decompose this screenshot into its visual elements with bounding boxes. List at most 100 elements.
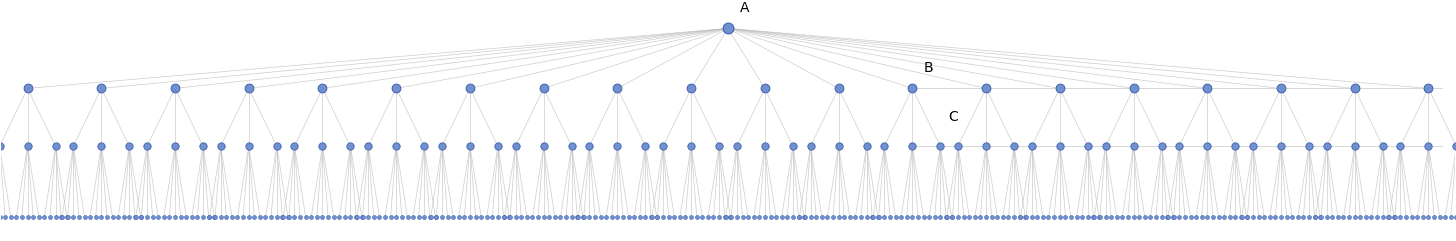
Point — [277, 215, 300, 219]
Point — [1291, 215, 1315, 219]
Point — [50, 215, 73, 219]
Point — [759, 215, 782, 219]
Point — [90, 144, 114, 148]
Point — [210, 215, 233, 219]
Point — [680, 144, 703, 148]
Point — [1401, 215, 1424, 219]
Point — [794, 215, 817, 219]
Point — [527, 215, 550, 219]
Point — [974, 215, 997, 219]
Point — [1054, 215, 1077, 219]
Point — [872, 144, 895, 148]
Point — [51, 215, 74, 219]
Point — [402, 215, 425, 219]
Point — [782, 215, 805, 219]
Point — [1002, 215, 1025, 219]
Point — [895, 215, 919, 219]
Point — [1411, 215, 1434, 219]
Point — [124, 215, 147, 219]
Point — [1195, 215, 1219, 219]
Point — [186, 215, 210, 219]
Point — [1321, 215, 1344, 219]
Point — [424, 215, 447, 219]
Point — [1395, 215, 1418, 219]
Point — [1099, 215, 1123, 219]
Point — [44, 215, 67, 219]
Point — [124, 215, 147, 219]
Point — [28, 215, 51, 219]
Point — [906, 215, 929, 219]
Point — [135, 144, 159, 148]
Point — [55, 215, 79, 219]
Point — [419, 215, 443, 219]
Point — [1270, 87, 1293, 90]
Point — [799, 144, 823, 148]
Point — [1434, 215, 1456, 219]
Point — [1309, 215, 1332, 219]
Point — [1382, 215, 1405, 219]
Point — [1405, 215, 1428, 219]
Point — [510, 215, 533, 219]
Point — [923, 215, 946, 219]
Point — [821, 215, 844, 219]
Point — [708, 144, 731, 148]
Point — [696, 215, 719, 219]
Point — [1236, 215, 1259, 219]
Point — [363, 215, 386, 219]
Point — [600, 215, 623, 219]
Point — [531, 215, 555, 219]
Point — [866, 215, 890, 219]
Point — [1275, 215, 1299, 219]
Point — [282, 144, 306, 148]
Point — [464, 215, 488, 219]
Point — [753, 215, 776, 219]
Point — [1219, 215, 1242, 219]
Point — [130, 215, 153, 219]
Point — [1150, 144, 1174, 148]
Point — [1423, 215, 1446, 219]
Point — [1076, 215, 1099, 219]
Point — [44, 144, 67, 148]
Point — [716, 27, 740, 30]
Point — [396, 215, 419, 219]
Point — [1123, 144, 1146, 148]
Point — [288, 215, 312, 219]
Point — [431, 215, 454, 219]
Point — [390, 215, 414, 219]
Point — [1139, 215, 1162, 219]
Point — [328, 215, 351, 219]
Point — [1048, 144, 1072, 148]
Point — [1303, 215, 1326, 219]
Point — [412, 215, 435, 219]
Point — [725, 215, 748, 219]
Point — [747, 215, 770, 219]
Point — [686, 215, 709, 219]
Point — [1144, 215, 1168, 219]
Point — [441, 215, 464, 219]
Point — [22, 215, 45, 219]
Point — [827, 215, 850, 219]
Point — [594, 215, 617, 219]
Point — [833, 215, 856, 219]
Point — [1150, 215, 1174, 219]
Point — [633, 215, 657, 219]
Point — [431, 144, 454, 148]
Point — [1389, 144, 1412, 148]
Point — [67, 215, 90, 219]
Point — [1417, 215, 1440, 219]
Point — [226, 215, 249, 219]
Point — [849, 215, 872, 219]
Point — [459, 144, 482, 148]
Point — [0, 215, 12, 219]
Point — [901, 215, 925, 219]
Point — [668, 215, 692, 219]
Point — [316, 215, 339, 219]
Point — [425, 215, 448, 219]
Point — [651, 215, 674, 219]
Point — [459, 215, 482, 219]
Point — [1156, 215, 1179, 219]
Point — [1013, 215, 1037, 219]
Point — [61, 215, 84, 219]
Point — [1338, 215, 1361, 219]
Point — [95, 215, 118, 219]
